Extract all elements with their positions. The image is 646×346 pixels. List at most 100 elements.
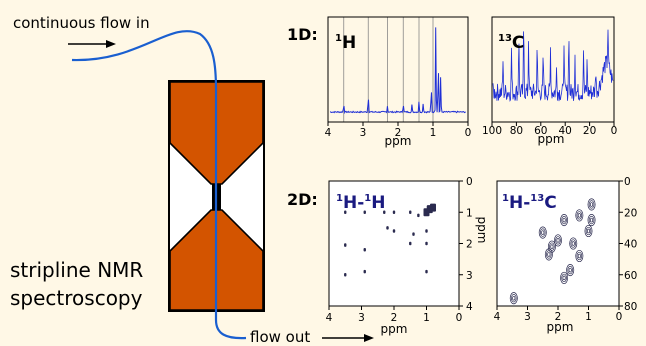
- hc-cross-peak: [587, 198, 596, 211]
- flow-in-arrow: [68, 40, 116, 48]
- hc-cross-peak: [566, 264, 575, 277]
- hc-cross-peak: [554, 234, 562, 247]
- hh-cross-peak: [412, 232, 415, 236]
- hh-ylabel: ppm: [475, 217, 489, 244]
- hh-cross-peaks: [344, 203, 436, 277]
- hh-y-tick-label: 2: [466, 239, 473, 251]
- hh-cross-peak: [386, 226, 389, 230]
- hh-y-tick-label: 3: [466, 270, 473, 282]
- hh-cross-peak: [392, 210, 396, 215]
- hc-cross-peak: [588, 200, 595, 209]
- hc-cross-peak: [569, 237, 578, 250]
- c13-x-ticks: 100 80 60 40 20 0: [482, 122, 617, 137]
- hc-x-tick-label: 0: [616, 311, 623, 323]
- hh-x-ticks: 4 3 2 1 0: [326, 306, 463, 324]
- hc-cross-peak: [511, 294, 517, 303]
- hh-x-tick-label: 1: [423, 312, 430, 324]
- h1-tick-label: 2: [395, 127, 402, 139]
- hc-cross-peak: [556, 238, 560, 243]
- c13-frame: [491, 16, 615, 123]
- label-1d: 1D:: [287, 25, 318, 44]
- hc-cross-peak: [575, 249, 584, 263]
- c13-tick-label: 80: [510, 125, 523, 137]
- panel-1h: 1H 4 3 2 1 0 ppm: [325, 16, 471, 148]
- hh-cross-peak: [409, 210, 412, 215]
- hc-cross-peak: [571, 241, 575, 246]
- hh-x-tick-label: 0: [456, 312, 463, 324]
- hc-cross-peak: [589, 202, 594, 207]
- panel-13c: 13C 100 80 60 40 20 0 ppm: [482, 16, 617, 146]
- hc-cross-peak: [568, 267, 572, 273]
- hh-cross-peak: [417, 213, 420, 218]
- hc-cross-peak: [586, 228, 591, 234]
- hc-x-tick-label: 4: [494, 311, 501, 323]
- c13-spectrum-line: [492, 29, 614, 102]
- hh-frame: [328, 180, 460, 307]
- hc-y-tick-label: 80: [624, 301, 637, 313]
- hc-cross-peak: [567, 265, 573, 275]
- hc-cross-peak: [560, 271, 569, 284]
- h1-xlabel: ppm: [385, 134, 412, 148]
- hh-cross-peak: [363, 210, 366, 215]
- hc-cross-peak: [570, 239, 576, 248]
- hc-cross-peak: [550, 244, 554, 249]
- hc-cross-peak: [584, 224, 593, 238]
- c13-tick-label: 0: [611, 125, 618, 137]
- hc-cross-peak: [541, 230, 545, 235]
- h1-nucleus-label: 1H: [335, 33, 356, 53]
- c13-tick-label: 60: [534, 125, 547, 137]
- hc-xlabel: ppm: [547, 320, 574, 334]
- hc-cross-peak: [577, 213, 581, 218]
- hc-title: 1H-13C: [502, 193, 557, 213]
- flow-in-label: continuous flow in: [13, 14, 150, 32]
- hc-cross-peak: [544, 248, 553, 261]
- hh-cross-peak: [425, 269, 428, 274]
- panel-hh: 1H-1H 4 3 2 1 0 0 1 2 3 4 ppm ppm: [326, 176, 489, 336]
- hh-x-tick-label: 3: [358, 312, 365, 324]
- hc-cross-peak: [575, 209, 584, 222]
- hc-cross-peak: [576, 211, 583, 220]
- hh-cross-peak: [344, 272, 347, 277]
- h1-tick-label: 1: [430, 127, 437, 139]
- hc-y-tick-label: 20: [624, 207, 637, 219]
- hc-cross-peak: [555, 236, 561, 245]
- hc-cross-peak: [546, 250, 552, 259]
- label-2d: 2D:: [287, 190, 318, 209]
- hc-y-tick-label: 40: [624, 239, 637, 251]
- hc-cross-peak: [585, 226, 592, 236]
- hh-cross-peak: [344, 243, 347, 247]
- hh-cross-peak: [430, 203, 436, 212]
- hc-cross-peak: [577, 253, 581, 259]
- hc-cross-peak: [588, 215, 595, 225]
- hc-x-tick-label: 1: [585, 311, 592, 323]
- device-label-line1: stripline NMR: [10, 258, 143, 282]
- hc-cross-peak: [589, 217, 594, 223]
- hc-cross-peak: [549, 242, 555, 251]
- h1-tick-label: 3: [360, 127, 367, 139]
- hh-y-tick-label: 0: [466, 176, 473, 188]
- hc-cross-peak: [538, 226, 547, 239]
- hc-y-ticks: 0 20 40 60 80: [619, 176, 637, 313]
- hc-x-tick-label: 3: [524, 311, 531, 323]
- hh-cross-peak: [363, 247, 366, 252]
- hc-cross-peak: [561, 273, 567, 283]
- hh-title: 1H-1H: [336, 193, 385, 213]
- c13-tick-label: 100: [482, 125, 502, 137]
- c13-tick-label: 20: [583, 125, 596, 137]
- hc-cross-peak: [576, 251, 583, 261]
- c13-nucleus-label: 13C: [498, 33, 524, 53]
- hc-cross-peak: [512, 295, 516, 301]
- hc-cross-peak: [509, 292, 518, 305]
- panel-hc: 1H-13C 4 3 2 1 0 0 20 40 60 80 ppm: [494, 176, 638, 334]
- hc-cross-peak: [561, 215, 567, 225]
- hh-y-ticks: 0 1 2 3 4: [459, 176, 473, 313]
- hh-cross-peak: [425, 241, 428, 246]
- hh-cross-peak: [392, 229, 396, 233]
- h1-tick-label: 4: [325, 127, 332, 139]
- hh-xlabel: ppm: [381, 322, 408, 336]
- hh-cross-peak: [425, 229, 428, 233]
- hh-cross-peak: [344, 210, 347, 215]
- c13-xlabel: ppm: [538, 132, 565, 146]
- hc-cross-peak: [562, 275, 566, 281]
